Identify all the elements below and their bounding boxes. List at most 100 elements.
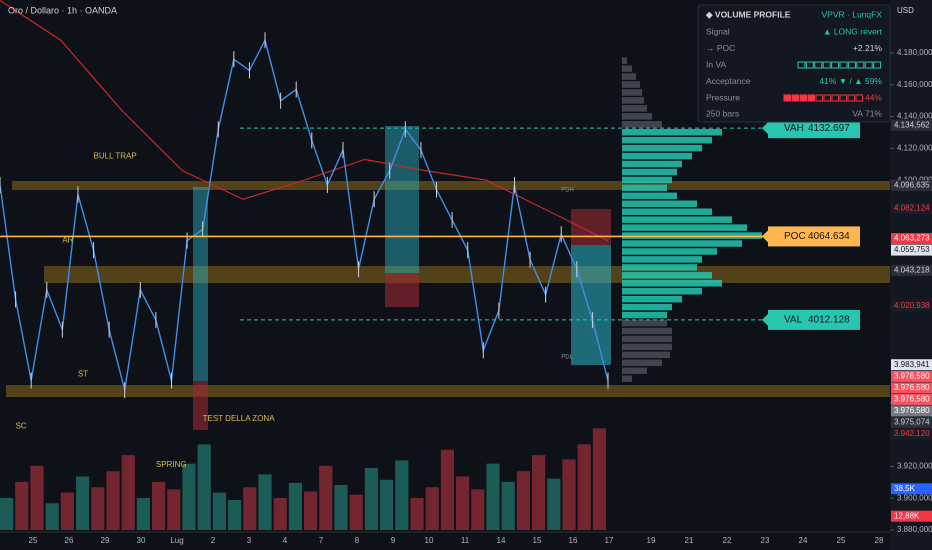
moving-average (0, 0, 609, 242)
level-box (768, 309, 860, 330)
zone-box (193, 381, 208, 430)
profile-bar (622, 144, 702, 152)
volume-bar (577, 444, 591, 530)
profile-bar (622, 57, 627, 64)
price-label: 4.063,273 (894, 234, 930, 243)
profile-bar (622, 343, 672, 351)
panel-title: ◆ VOLUME PROFILE (705, 9, 791, 19)
volume-bar (364, 467, 378, 530)
profile-bar (622, 73, 636, 80)
panel-row-value: 44% (865, 92, 882, 102)
annotation: SPRING (156, 460, 187, 469)
time-label: 16 (569, 536, 578, 545)
price-label-bg (891, 180, 932, 192)
panel-footer: VA 71% (852, 108, 882, 118)
time-label: 30 (137, 536, 146, 545)
volume-bar (152, 481, 166, 530)
volume-bar (516, 471, 530, 530)
time-label: 25 (29, 536, 38, 545)
price-label: 4.134,562 (894, 120, 930, 129)
volume-bar (532, 455, 546, 530)
panel-footer: 250 bars (706, 108, 739, 118)
annotation: TEST DELLA ZONA (203, 414, 276, 423)
time-label: 23 (761, 536, 770, 545)
pressure-cell (831, 94, 839, 102)
profile-bar (622, 97, 644, 104)
currency: USD (897, 6, 914, 15)
va-cell (864, 61, 873, 69)
price-label: 4.020,938 (894, 301, 930, 310)
chart-title: Oro / Dollaro · 1h · OANDA (8, 5, 117, 15)
profile-bar (622, 280, 722, 287)
profile-bar (622, 295, 682, 303)
profile-bar (622, 359, 662, 367)
volume-bar (319, 465, 333, 530)
profile-bar (622, 367, 647, 374)
volume-bar (440, 449, 454, 530)
volume-bar (0, 497, 14, 530)
profile-bar (622, 303, 672, 311)
time-label: 11 (461, 536, 470, 545)
level-arrow (762, 230, 768, 243)
annotation: PDH (561, 187, 574, 193)
panel-row-label: → POC (706, 43, 735, 53)
panel-row-value: +2.21% (853, 43, 883, 53)
price-label: 4.082,124 (894, 204, 930, 213)
profile-bar (622, 232, 762, 239)
zone-band (6, 385, 890, 397)
profile-bar (622, 264, 697, 271)
profile-bar (622, 216, 732, 223)
volume-bar (273, 497, 287, 530)
profile-bar (622, 176, 672, 184)
volume-bar (15, 481, 29, 530)
price-label: 3.976,580 (894, 383, 930, 392)
price-label-bg (891, 405, 932, 417)
time-label: 17 (605, 536, 614, 545)
time-label: 3 (247, 536, 252, 545)
time-label: 24 (799, 536, 808, 545)
profile-bar (622, 335, 672, 343)
volume-bar (136, 497, 150, 530)
zone-band (44, 266, 890, 283)
price-label: 3.976,580 (894, 406, 930, 415)
profile-bar (622, 160, 682, 168)
va-cell (839, 61, 848, 69)
panel-row-label: Signal (706, 26, 730, 36)
price-label-bg (891, 244, 932, 256)
volume-bar (395, 460, 409, 530)
time-label: 9 (391, 536, 396, 545)
volume-bar (60, 492, 74, 530)
price-label: 3.975,074 (894, 418, 930, 427)
price-label-bg (891, 119, 932, 131)
price-tick-label: 4.120,000 (897, 143, 932, 152)
zone-box (193, 187, 208, 381)
va-cell (847, 61, 856, 69)
pressure-cell (791, 94, 799, 102)
volume-bar (121, 455, 135, 530)
price-label-bg (891, 359, 932, 371)
volume-bar (106, 471, 120, 530)
panel-row-label: In VA (706, 59, 726, 69)
time-label: 15 (533, 536, 542, 545)
price-label-bg (891, 428, 932, 440)
volume-bar (182, 463, 196, 530)
panel-row-label: Pressure (706, 92, 740, 102)
price-label-bg (891, 416, 932, 428)
va-cell (797, 61, 806, 69)
panel-source: VPVR · LunqFX (822, 9, 883, 19)
profile-bar (622, 81, 640, 88)
price-label: 4.096,635 (894, 181, 930, 190)
volume-bar (212, 492, 226, 530)
price-label: 3.976,580 (894, 395, 930, 404)
pressure-cell (815, 94, 823, 102)
profile-bar (622, 287, 702, 295)
time-label: Lug (170, 536, 183, 545)
time-label: 19 (647, 536, 656, 545)
profile-bar (622, 65, 632, 72)
pressure-cell (847, 94, 855, 102)
zone-box (385, 126, 419, 273)
profile-bar (622, 105, 647, 112)
time-label: 7 (319, 536, 324, 545)
annotation: BULL TRAP (94, 151, 137, 160)
time-label: 29 (101, 536, 110, 545)
